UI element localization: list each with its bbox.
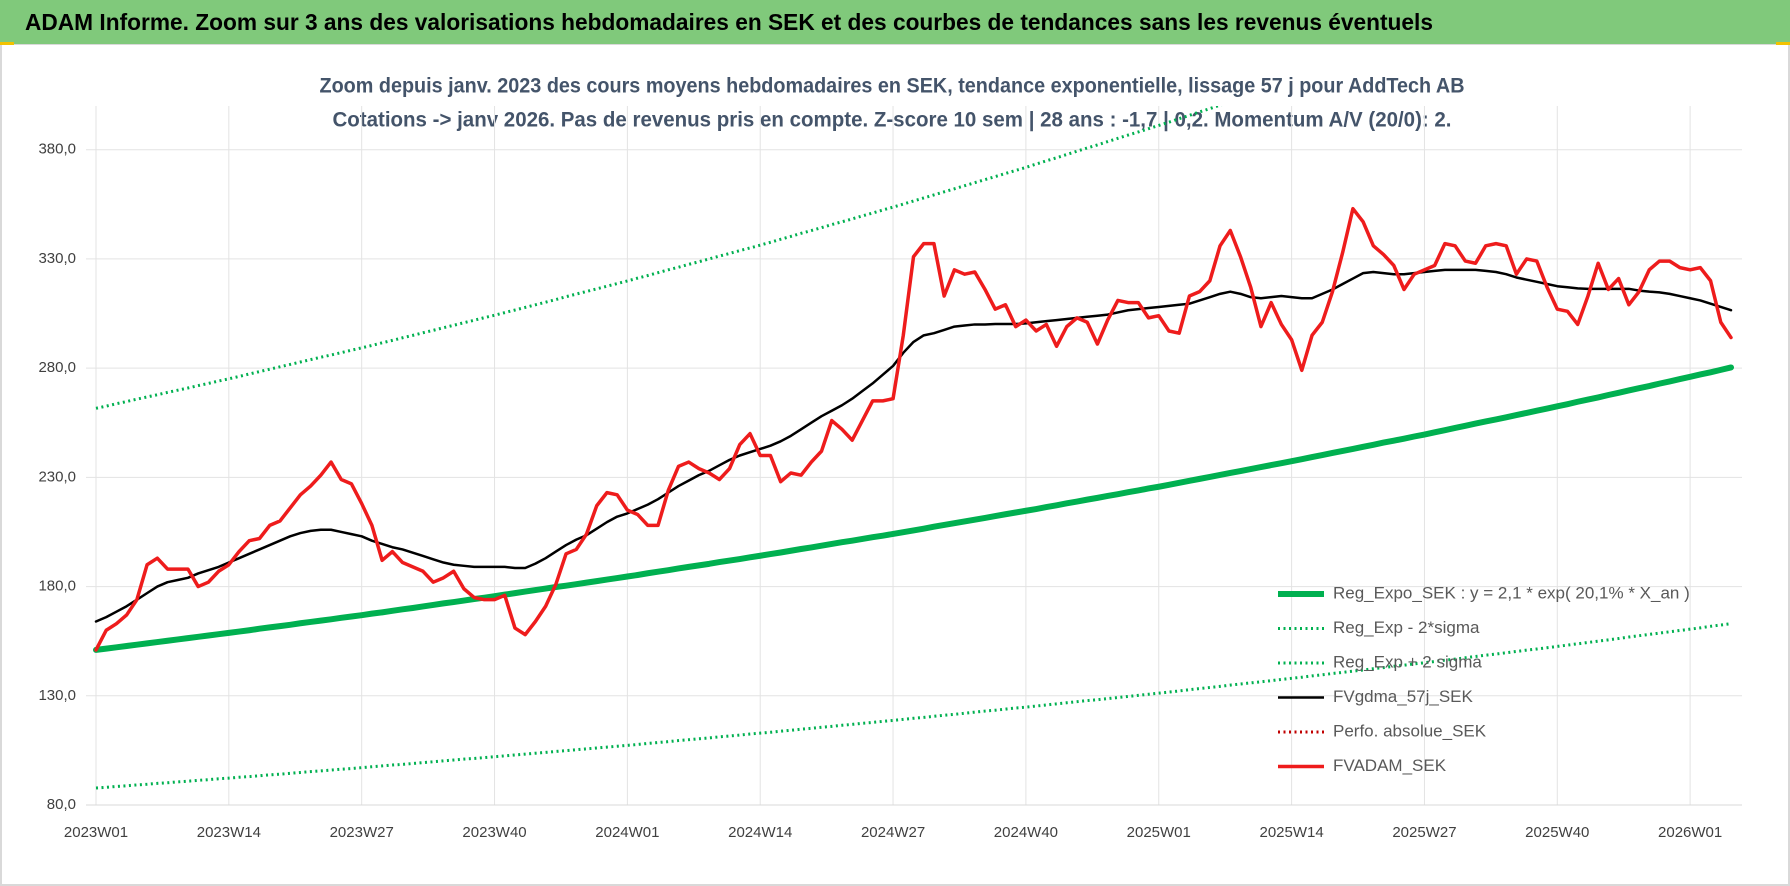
y-tick-label: 230,0 xyxy=(38,468,76,485)
y-tick-label: 130,0 xyxy=(38,687,76,704)
chart-title: Zoom depuis janv. 2023 des cours moyens … xyxy=(320,75,1465,98)
x-tick-label: 2024W40 xyxy=(994,824,1058,841)
axes: 80,0 130,0 180,0 230,0 280,0 330,0 380,0 2023W0… xyxy=(38,141,1742,841)
plot-area xyxy=(93,106,1734,790)
x-tick-label: 2024W01 xyxy=(595,824,659,841)
x-tick-label: 2024W27 xyxy=(861,824,925,841)
series-line xyxy=(95,622,1732,790)
chart-subtitle: Cotations -> janv 2026. Pas de revenus p… xyxy=(333,109,1452,132)
y-tick-label: 330,0 xyxy=(38,250,76,267)
header-accent xyxy=(1776,42,1790,45)
series-line xyxy=(94,268,1733,623)
x-tick-label: 2023W40 xyxy=(462,824,526,841)
x-tick-label: 2025W01 xyxy=(1127,824,1191,841)
chart-frame xyxy=(0,43,1790,886)
y-tick-label: 180,0 xyxy=(38,578,76,595)
grid xyxy=(86,106,1742,806)
header-bar xyxy=(0,0,1790,44)
x-tick-label: 2023W01 xyxy=(64,824,128,841)
legend: Reg_Expo_SEK : y = 2,1 * exp( 20,1% * X_… xyxy=(1278,583,1690,775)
y-tick-label: 80,0 xyxy=(47,796,76,813)
x-tick-label: 2025W40 xyxy=(1525,824,1589,841)
x-tick-label: 2024W14 xyxy=(728,824,792,841)
legend-label: FVgdma_57j_SEK xyxy=(1333,687,1474,706)
x-tick-label: 2023W27 xyxy=(330,824,394,841)
legend-label: FVADAM_SEK xyxy=(1333,756,1447,775)
x-tick-label: 2026W01 xyxy=(1658,824,1722,841)
x-tick-label: 2023W14 xyxy=(197,824,261,841)
page-title: ADAM Informe. Zoom sur 3 ans des valoris… xyxy=(25,9,1433,35)
x-tick-label: 2025W14 xyxy=(1259,824,1323,841)
header-accent xyxy=(0,42,14,45)
legend-label: Perfo. absolue_SEK xyxy=(1333,721,1487,740)
legend-label: Reg_Exp + 2 sigma xyxy=(1333,652,1482,671)
series-line xyxy=(94,206,1733,652)
legend-label: Reg_Exp - 2*sigma xyxy=(1333,618,1480,637)
x-tick-label: 2025W27 xyxy=(1392,824,1456,841)
legend-label: Reg_Expo_SEK : y = 2,1 * exp( 20,1% * X_… xyxy=(1333,583,1690,602)
y-tick-label: 380,0 xyxy=(38,141,76,158)
series-line xyxy=(93,364,1734,653)
y-tick-label: 280,0 xyxy=(38,359,76,376)
